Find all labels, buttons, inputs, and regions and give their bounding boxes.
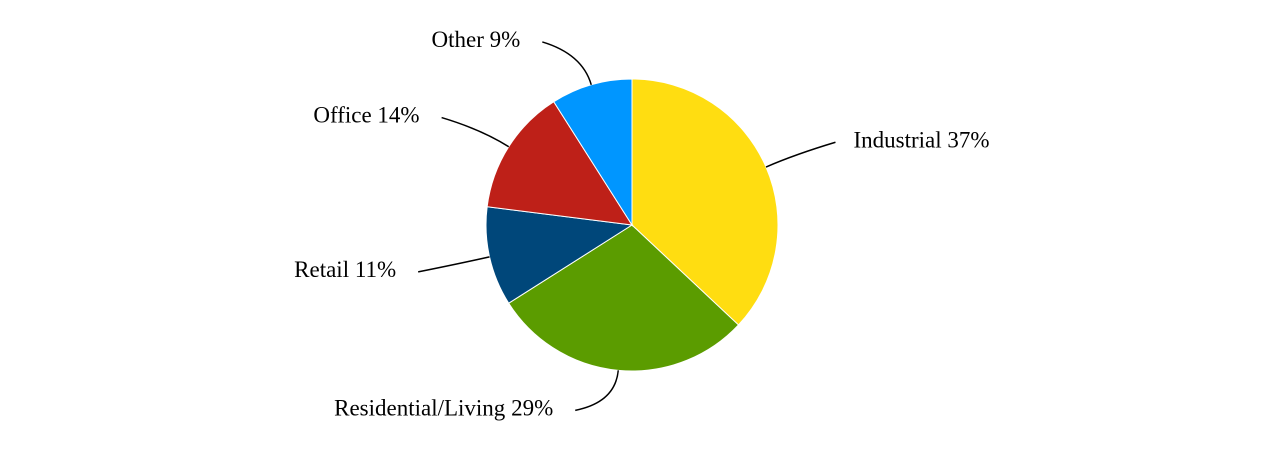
data-label: Retail 11% xyxy=(294,257,396,282)
value-label: 9% xyxy=(490,27,521,52)
pie-slice xyxy=(485,206,634,304)
pie-slice xyxy=(486,101,633,226)
data-label: Office 14% xyxy=(313,103,419,128)
leader-line xyxy=(418,256,490,273)
category-label: Retail xyxy=(294,257,349,282)
pie-slice xyxy=(631,78,779,326)
pie-slice xyxy=(553,78,633,227)
category-label: Office xyxy=(313,103,371,128)
pie-slice xyxy=(508,224,740,372)
category-label: Residential/Living xyxy=(334,396,506,421)
data-label: Industrial 37% xyxy=(853,128,989,153)
value-label: 29% xyxy=(511,396,553,421)
leader-line xyxy=(441,116,510,148)
data-label: Residential/Living 29% xyxy=(334,396,553,421)
value-label: 14% xyxy=(377,103,419,128)
value-label: 37% xyxy=(947,128,989,153)
leader-line xyxy=(542,41,592,86)
leader-line xyxy=(765,141,836,168)
category-label: Industrial xyxy=(853,128,941,153)
data-label: Other 9% xyxy=(432,27,521,52)
leader-line xyxy=(575,370,620,412)
category-label: Other xyxy=(432,27,485,52)
value-label: 11% xyxy=(355,257,396,282)
